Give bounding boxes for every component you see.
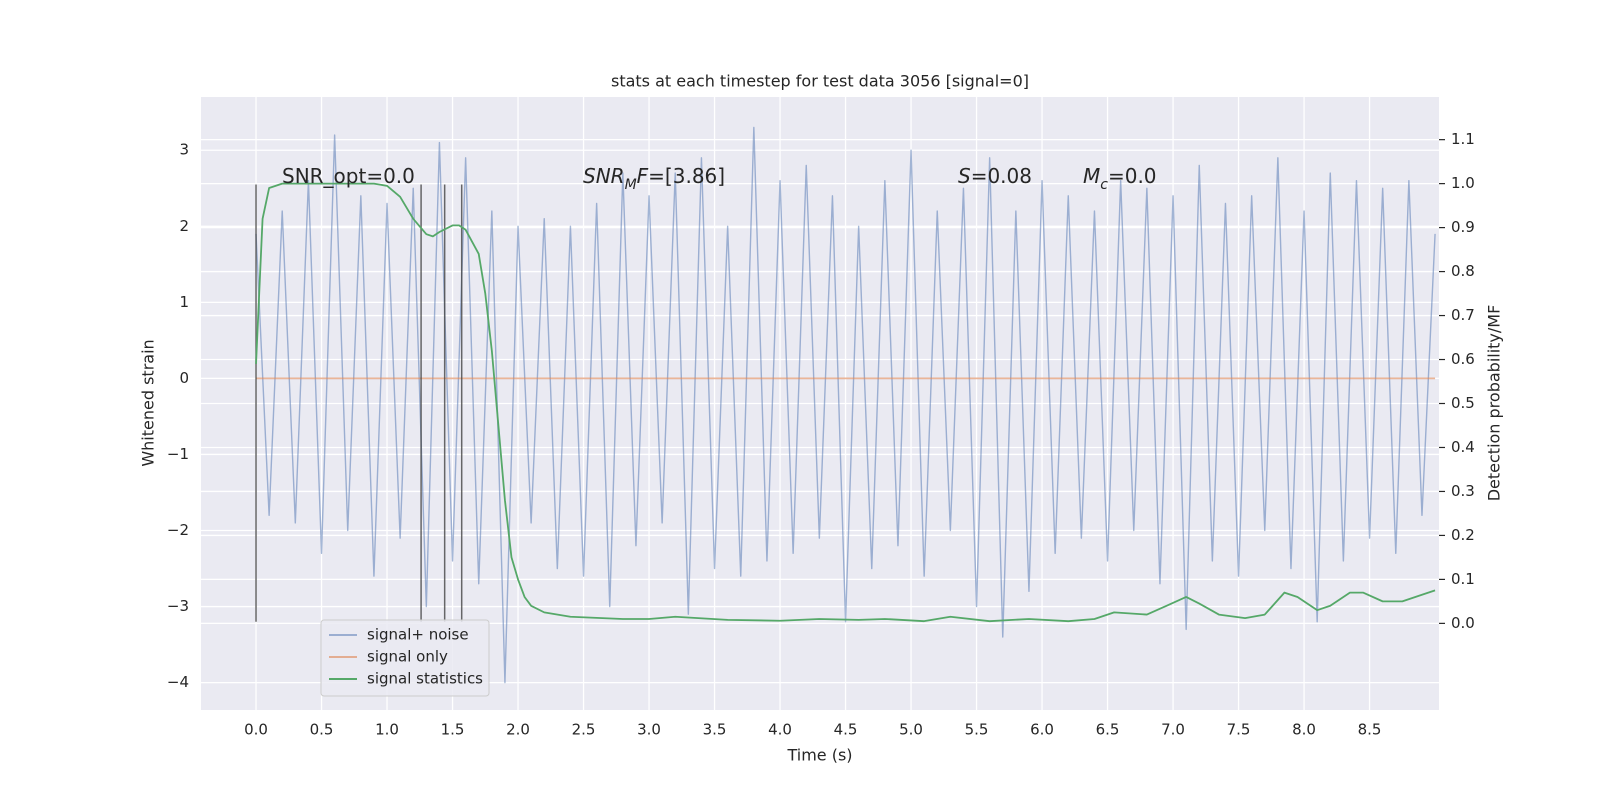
y-tick-label: 1 — [179, 293, 189, 311]
x-tick-label: 7.0 — [1161, 721, 1185, 739]
y2-tick-label: 0.3 — [1451, 482, 1475, 500]
annotation: SNR_opt=0.0 — [282, 164, 415, 188]
y-axis-label: Whitened strain — [139, 339, 158, 466]
x-tick-label: 4.0 — [768, 721, 792, 739]
x-tick-label: 6.5 — [1096, 721, 1120, 739]
x-tick-label: 5.5 — [965, 721, 989, 739]
x-tick-label: 3.0 — [637, 721, 661, 739]
annotation-part: =0.0 — [1108, 164, 1157, 188]
annotation-part: M — [625, 177, 637, 193]
x-tick-label: 2.5 — [572, 721, 596, 739]
y2-tick-label: 0.4 — [1451, 438, 1475, 456]
y2-tick-label: 0.6 — [1451, 350, 1475, 368]
y2-tick-label: 1.1 — [1451, 130, 1475, 148]
y2-tick-label: 0.0 — [1451, 614, 1475, 632]
x-tick-label: 4.5 — [834, 721, 858, 739]
annotation-part: F — [637, 164, 649, 188]
y2-tick-label: 0.1 — [1451, 570, 1475, 588]
y2-tick-label: 0.2 — [1451, 526, 1475, 544]
annotation-part: M — [1083, 164, 1100, 188]
legend-box — [320, 619, 490, 697]
x-tick-label: 1.5 — [441, 721, 465, 739]
annotation-part: =[3.86] — [648, 164, 725, 188]
x-tick-label: 1.0 — [375, 721, 399, 739]
legend-label: signal+ noise — [367, 626, 469, 644]
annotation: S=0.08 — [958, 164, 1032, 188]
y2-tick-label: 1.0 — [1451, 174, 1475, 192]
legend-label: signal statistics — [367, 670, 483, 688]
y-tick-label: −3 — [167, 597, 189, 615]
y-tick-label: 3 — [179, 141, 189, 159]
y2-tick-label: 0.8 — [1451, 262, 1475, 280]
y-tick-label: 0 — [179, 369, 189, 387]
chart-title: stats at each timestep for test data 305… — [611, 72, 1029, 91]
annotation-part: SNR_opt=0.0 — [282, 164, 415, 188]
annotation: Mc=0.0 — [1083, 164, 1157, 194]
series-line — [255, 182, 1436, 623]
y-tick-label: −2 — [167, 521, 189, 539]
x-tick-label: 7.5 — [1227, 721, 1251, 739]
y2-tick-label: 0.7 — [1451, 306, 1475, 324]
x-tick-label: 8.5 — [1358, 721, 1382, 739]
y-tick-label: −4 — [167, 673, 189, 691]
y-tick-label: −1 — [167, 445, 189, 463]
x-tick-label: 0.5 — [310, 721, 334, 739]
annotation: SNRMF=[3.86] — [583, 164, 725, 194]
y2-axis-label: Detection probability/MF — [1485, 305, 1504, 502]
series-line — [255, 126, 1436, 684]
x-tick-label: 0.0 — [244, 721, 268, 739]
legend-label: signal only — [367, 648, 448, 666]
annotation-part: =0.08 — [971, 164, 1032, 188]
y2-tick-label: 0.9 — [1451, 218, 1475, 236]
x-tick-label: 3.5 — [703, 721, 727, 739]
annotation-part: c — [1100, 177, 1108, 193]
x-axis-label: Time (s) — [786, 746, 852, 765]
annotation-part: S — [958, 164, 971, 188]
x-tick-label: 8.0 — [1292, 721, 1316, 739]
x-tick-label: 2.0 — [506, 721, 530, 739]
y-tick-label: 2 — [179, 217, 189, 235]
y2-tick-label: 0.5 — [1451, 394, 1475, 412]
annotation-part: SNR — [583, 164, 625, 188]
x-tick-label: 5.0 — [899, 721, 923, 739]
x-tick-label: 6.0 — [1030, 721, 1054, 739]
